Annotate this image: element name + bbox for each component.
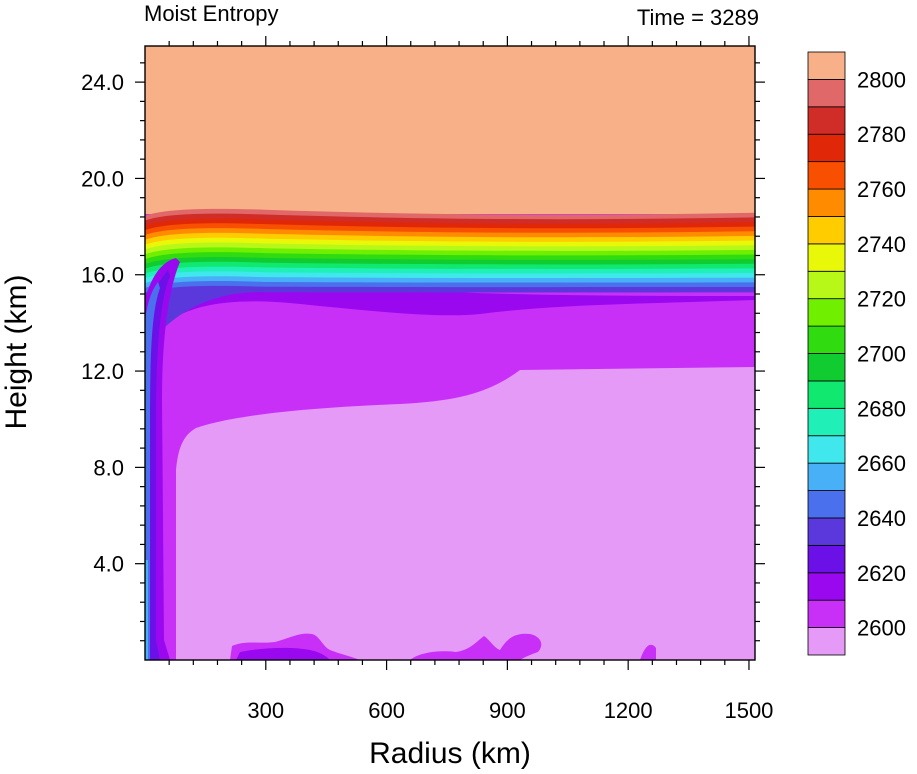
colorbar-swatch <box>807 627 846 656</box>
lower-troposphere-region <box>176 367 755 660</box>
colorbar-label: 2660 <box>857 451 906 476</box>
colorbar-label: 2640 <box>857 506 906 531</box>
colorbar-swatch <box>807 79 846 108</box>
eyewall-inner <box>145 282 160 660</box>
colorbar-label: 2680 <box>857 396 906 421</box>
colorbar-swatch <box>807 572 846 601</box>
y-tick-label: 4.0 <box>93 552 124 577</box>
plot-frame <box>144 45 756 661</box>
eyewall-core-fill <box>145 560 148 660</box>
upper-stratosphere-fill <box>145 46 755 214</box>
eyewall-mid <box>145 270 170 660</box>
colorbar-swatch <box>807 106 846 135</box>
colorbar-swatch <box>807 462 846 491</box>
band-2790 <box>145 208 755 226</box>
colorbar-swatch <box>807 407 846 437</box>
y-tick-label: 16.0 <box>81 263 124 288</box>
colorbar-label: 2760 <box>857 177 906 202</box>
colorbar-label: 2800 <box>857 67 906 92</box>
colorbar-swatch <box>807 298 846 327</box>
colorbar-swatch <box>807 188 846 217</box>
colorbar-swatch <box>807 380 846 409</box>
band-2700 <box>145 252 755 296</box>
surface-blob-4 <box>640 644 656 660</box>
colorbar-swatch <box>807 544 846 574</box>
band-2740 <box>145 232 755 265</box>
colorbar-swatch <box>807 490 846 519</box>
x-tick-labels: 300 600 900 1200 1500 <box>247 698 773 723</box>
surface-blob-2 <box>236 647 330 660</box>
chart-title: Moist Entropy <box>144 1 279 26</box>
x-tick-label: 1500 <box>724 698 773 723</box>
y-tick-labels: 4.0 8.0 12.0 16.0 20.0 24.0 <box>81 70 124 577</box>
band-2770 <box>145 218 755 241</box>
colorbar-label: 2780 <box>857 122 906 147</box>
colorbar-swatch <box>807 435 846 464</box>
colorbar-swatch <box>807 161 846 190</box>
colorbar-label: 2620 <box>857 561 906 586</box>
colorbar-label: 2720 <box>857 287 906 312</box>
plot-area <box>145 46 755 660</box>
band-2690 <box>145 256 755 304</box>
x-tick-label: 300 <box>247 698 284 723</box>
colorbar-swatch <box>807 599 846 628</box>
axis-ticks <box>135 36 765 670</box>
x-tick-label: 600 <box>368 698 405 723</box>
time-label: Time = 3289 <box>637 5 759 30</box>
y-tick-label: 8.0 <box>93 455 124 480</box>
colorbar-label: 2700 <box>857 342 906 367</box>
y-tick-label: 12.0 <box>81 359 124 384</box>
y-axis-label: Height (km) <box>0 274 33 429</box>
colorbar-swatch <box>807 133 846 163</box>
colorbar-label: 2600 <box>857 616 906 641</box>
colorbar-swatch <box>807 243 846 272</box>
band-2760 <box>145 223 755 249</box>
y-tick-label: 20.0 <box>81 166 124 191</box>
band-2720 <box>145 242 755 280</box>
colorbar-label: 2740 <box>857 232 906 257</box>
colorbar-swatch <box>807 270 846 300</box>
colorbar-swatch <box>807 325 846 354</box>
band-2630 <box>145 285 755 351</box>
colorbar-swatch <box>807 51 846 80</box>
x-axis-label: Radius (km) <box>369 737 531 770</box>
x-tick-label: 1200 <box>604 698 653 723</box>
colorbar-swatch <box>807 353 846 382</box>
x-tick-label: 900 <box>489 698 526 723</box>
surface-blob-3 <box>410 633 542 660</box>
colorbar-swatch <box>807 216 846 245</box>
y-tick-label: 24.0 <box>81 70 124 95</box>
gradient-bands <box>145 208 755 351</box>
colorbar: 2600 2620 2640 2660 2680 2700 2720 2740 2760 2780… <box>807 51 906 656</box>
colorbar-swatch <box>807 517 846 546</box>
